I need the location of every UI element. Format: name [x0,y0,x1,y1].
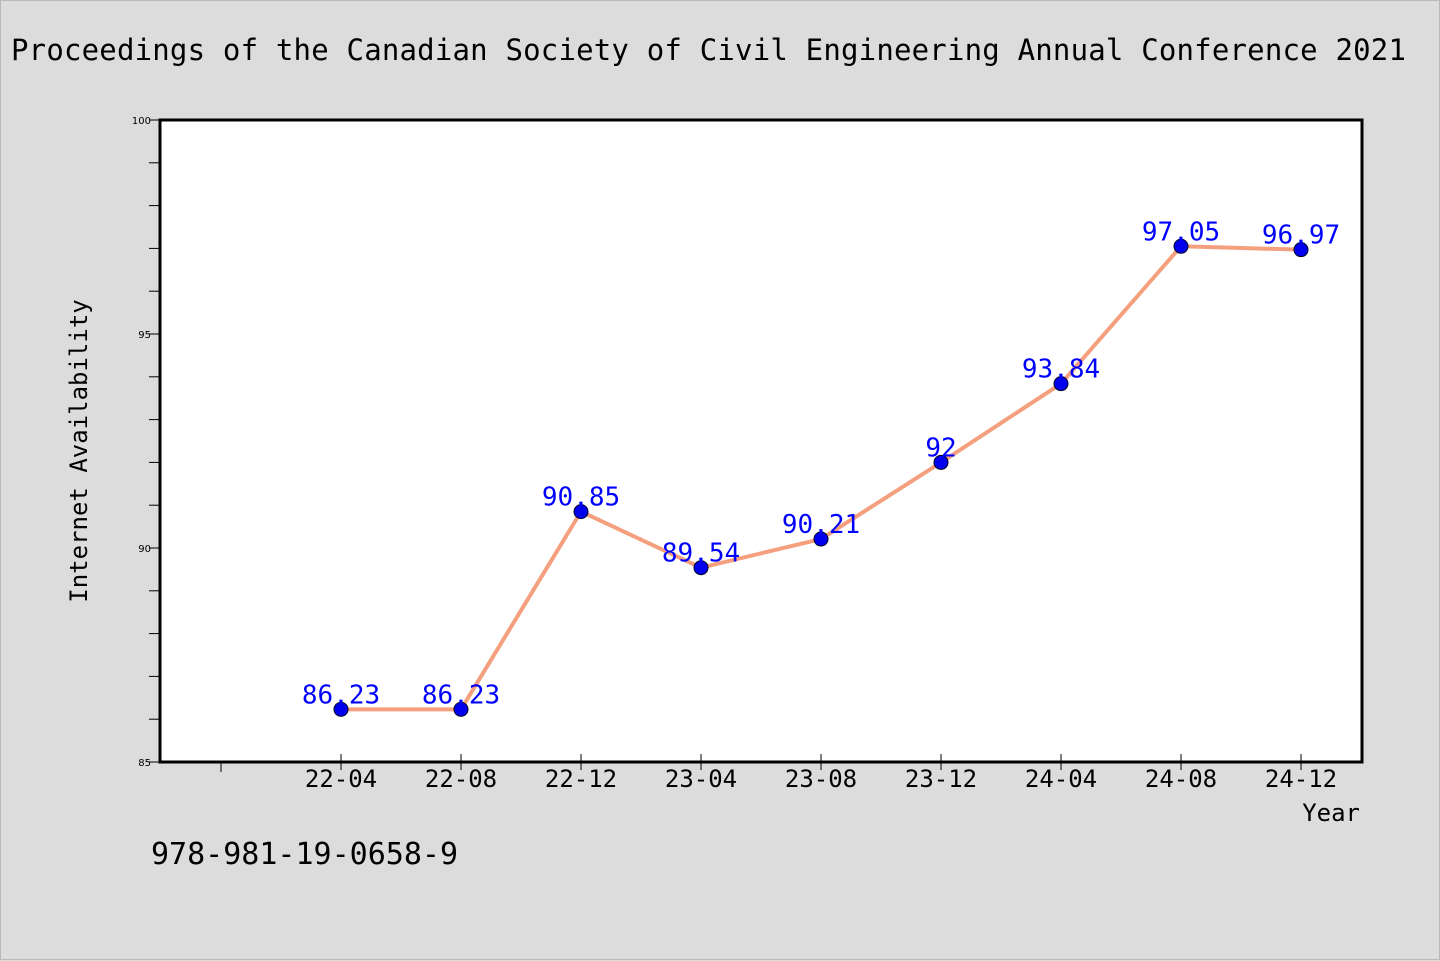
data-label: 89.54 [662,539,740,569]
data-point [333,701,349,717]
y-tick-label: 90 [138,544,151,555]
data-point [813,531,829,547]
data-point [1173,238,1189,254]
page-title: Proceedings of the Canadian Society of C… [11,33,1407,67]
x-tick-label: 22-08 [425,765,497,793]
isbn-text: 978-981-19-0658-9 [151,837,459,872]
x-tick-label: 22-04 [305,765,377,793]
x-axis: 22-04 22-08 22-12 23-04 23-08 23-12 24-04 24-08… [220,754,1337,793]
y-axis-title: Internet Availability [65,299,93,602]
x-tick-label: 24-04 [1025,765,1097,793]
data-label: 92 [925,433,956,463]
data-point [453,701,469,717]
x-tick-label: 24-12 [1265,765,1337,793]
data-labels: 86.23 86.23 90.85 89.54 90.21 92 93.84 97.05 96.… [302,217,1340,710]
x-tick-label: 22-12 [545,765,617,793]
y-axis: 85 90 95 100 [132,116,160,769]
x-tick-label: 23-08 [785,765,857,793]
data-label: 96.97 [1262,221,1340,251]
plot-area [158,118,1364,764]
data-point [573,504,589,520]
data-label: 90.21 [782,510,860,540]
data-point [933,454,949,470]
data-label: 86.23 [422,680,500,710]
x-tick-label: 23-04 [665,765,737,793]
data-label: 86.23 [302,680,380,710]
y-tick-label: 100 [132,116,151,127]
x-tick-label: 24-08 [1145,765,1217,793]
data-point [693,560,709,576]
data-markers [333,238,1309,717]
x-axis-title: Year [1302,799,1360,827]
data-point [1053,376,1069,392]
y-tick-label: 85 [138,758,151,769]
data-label: 97.05 [1142,217,1220,247]
data-label: 90.85 [542,483,620,513]
data-point [1293,242,1309,258]
y-tick-label: 95 [138,330,151,341]
x-tick-label: 23-12 [905,765,977,793]
data-label: 93.84 [1022,355,1100,385]
